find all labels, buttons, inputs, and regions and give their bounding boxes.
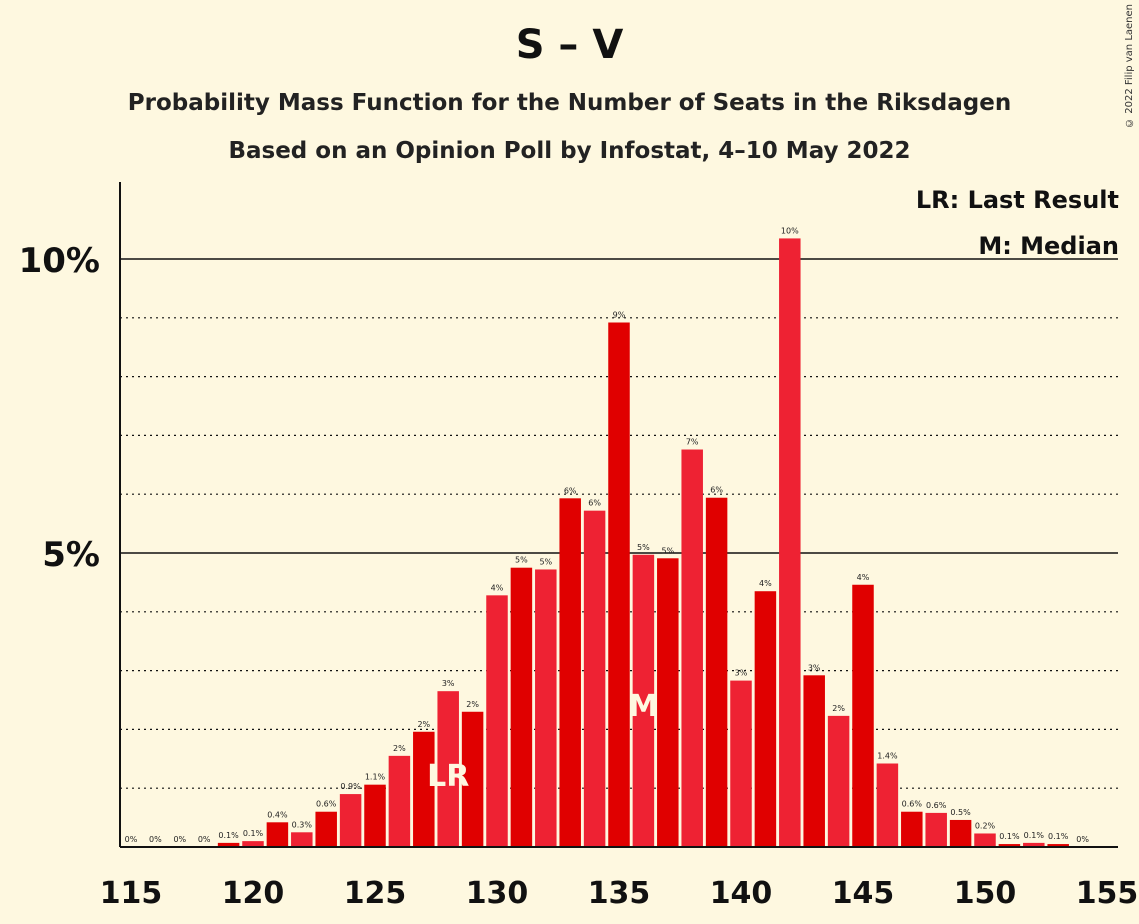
bar-label-143: 3% — [808, 663, 821, 672]
x-tick-label-125: 125 — [344, 876, 407, 911]
bar-label-116: 0% — [149, 835, 162, 844]
bar-label-134: 6% — [588, 499, 601, 508]
bar-125 — [364, 784, 386, 847]
bar-129 — [461, 711, 484, 847]
bar-label-118: 0% — [198, 835, 211, 844]
x-tick-label-145: 145 — [832, 876, 895, 911]
x-tick-label-150: 150 — [954, 876, 1017, 911]
x-tick-label-140: 140 — [710, 876, 773, 911]
bar-label-119: 0.1% — [218, 831, 239, 840]
bar-119 — [217, 842, 240, 847]
bar-139 — [705, 497, 728, 847]
x-tick-label-120: 120 — [222, 876, 285, 911]
x-tick-label-130: 130 — [466, 876, 529, 911]
bar-label-130: 4% — [491, 583, 504, 592]
x-tick-label-115: 115 — [100, 876, 163, 911]
x-tick-label-155: 155 — [1076, 876, 1139, 911]
bar-label-127: 2% — [417, 720, 430, 729]
bar-label-128: 3% — [442, 679, 455, 688]
bar-136 — [632, 554, 655, 847]
bar-label-152: 0.1% — [1024, 831, 1045, 840]
bar-label-126: 2% — [393, 744, 406, 753]
bars — [217, 238, 1069, 848]
bar-122 — [291, 832, 313, 847]
bar-label-125: 1.1% — [365, 773, 386, 782]
bar-151 — [998, 844, 1021, 847]
bar-label-133: 6% — [564, 486, 577, 495]
bar-127 — [413, 731, 435, 847]
bar-label-142: 10% — [781, 226, 799, 235]
bar-label-117: 0% — [173, 835, 186, 844]
bar-133 — [559, 498, 581, 847]
legend-last-result: LR: Last Result — [915, 186, 1119, 214]
bar-149 — [949, 819, 972, 847]
bar-label-120: 0.1% — [243, 829, 264, 838]
bar-142 — [779, 238, 801, 848]
bar-120 — [242, 841, 264, 847]
bar-153 — [1047, 844, 1069, 847]
tick-labels: 115 120 125 130 135 140 145 150 155 5% 10% — [19, 241, 1139, 911]
chart-title: S – V — [515, 22, 624, 68]
bar-label-132: 5% — [539, 557, 552, 566]
last-result-marker: LR — [427, 759, 469, 794]
bar-137 — [657, 558, 679, 847]
bar-label-148: 0.6% — [926, 801, 947, 810]
bar-131 — [510, 567, 533, 847]
bar-123 — [315, 811, 337, 847]
bar-144 — [827, 715, 850, 847]
bar-132 — [535, 569, 557, 847]
bar-label-115: 0% — [125, 835, 138, 844]
bar-138 — [681, 449, 703, 847]
bar-label-122: 0.3% — [292, 820, 313, 829]
bar-label-129: 2% — [466, 700, 479, 709]
bar-label-137: 5% — [661, 546, 674, 555]
bar-152 — [1023, 842, 1045, 847]
bar-label-123: 0.6% — [316, 800, 337, 809]
bar-label-121: 0.4% — [267, 810, 288, 819]
x-tick-label-135: 135 — [588, 876, 651, 911]
bar-150 — [974, 833, 996, 847]
bar-label-149: 0.5% — [950, 808, 971, 817]
bar-label-124: 0.9% — [340, 782, 361, 791]
bar-130 — [486, 595, 508, 847]
bar-126 — [388, 755, 411, 847]
bar-label-150: 0.2% — [975, 821, 996, 830]
bar-134 — [583, 510, 606, 847]
bar-140 — [730, 680, 752, 847]
chart-subtitle-1: Probability Mass Function for the Number… — [127, 90, 1012, 116]
legend-median: M: Median — [978, 232, 1119, 260]
markers: LR M — [427, 689, 658, 794]
bar-143 — [803, 675, 825, 847]
bar-labels: 0% 0% 0% 0% 0.1% 0.1%0.4%0.3%0.6%0.9%1.1%2%2%… — [125, 226, 1090, 844]
bar-label-135: 9% — [613, 311, 626, 320]
bar-label-139: 6% — [710, 486, 723, 495]
bar-141 — [754, 591, 777, 847]
median-marker: M — [628, 689, 658, 724]
bar-label-136: 5% — [637, 543, 650, 552]
bar-label-151: 0.1% — [999, 832, 1020, 841]
y-tick-label-5: 5% — [42, 535, 100, 575]
bar-128 — [437, 691, 459, 847]
y-tick-label-10: 10% — [19, 241, 100, 281]
axes — [119, 182, 1118, 848]
bar-label-144: 2% — [832, 704, 845, 713]
bar-145 — [852, 584, 874, 847]
bar-label-131: 5% — [515, 556, 528, 565]
bar-148 — [925, 812, 947, 847]
bar-121 — [266, 822, 289, 847]
bar-135 — [608, 322, 630, 847]
bar-label-147: 0.6% — [902, 800, 923, 809]
bar-label-154: 0% — [1076, 835, 1089, 844]
bar-146 — [876, 763, 899, 847]
bar-label-146: 1.4% — [877, 752, 898, 761]
bar-label-145: 4% — [857, 573, 870, 582]
bar-label-138: 7% — [686, 438, 699, 447]
bar-124 — [339, 794, 362, 847]
bar-label-140: 3% — [735, 669, 748, 678]
chart-subtitle-2: Based on an Opinion Poll by Infostat, 4–… — [228, 138, 911, 164]
bar-label-141: 4% — [759, 579, 772, 588]
bar-label-153: 0.1% — [1048, 832, 1069, 841]
bar-147 — [901, 811, 923, 847]
